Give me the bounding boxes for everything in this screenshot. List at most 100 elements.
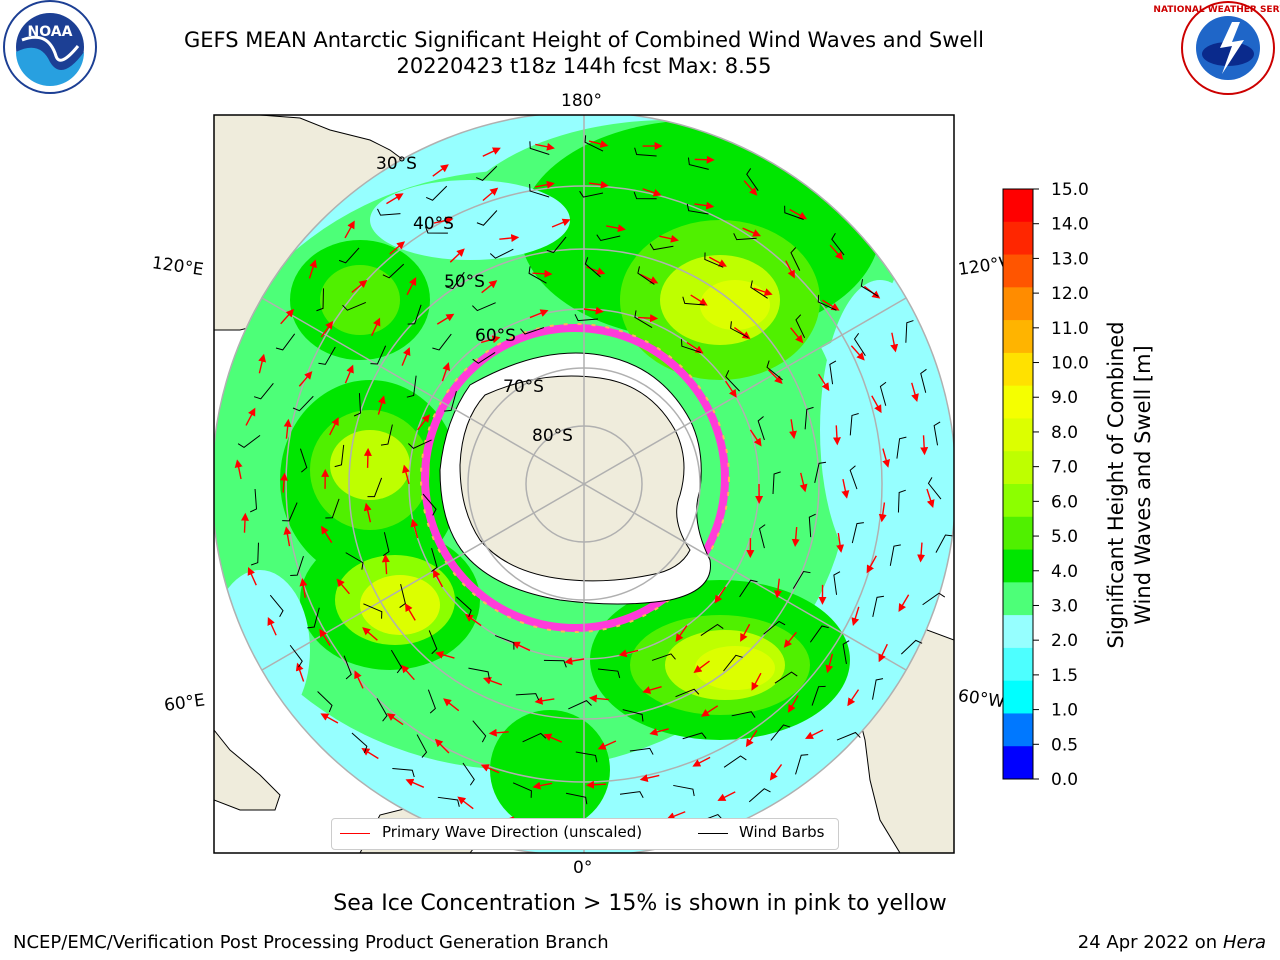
graticule [214, 115, 954, 853]
legend-wave-direction-swatch [340, 833, 370, 834]
wind-barbs [237, 135, 953, 843]
wave-direction-arrow [564, 657, 585, 665]
wind-barb [790, 247, 801, 271]
wind-barb [237, 435, 261, 448]
wind-barb [905, 320, 914, 343]
wave-direction-arrow [432, 569, 444, 588]
wind-barb [757, 416, 765, 441]
wave-direction-arrow [483, 676, 503, 686]
wind-barb [831, 232, 845, 256]
wave-direction-arrow [283, 526, 292, 547]
colorbar-segment [1003, 746, 1033, 780]
wind-barb [935, 534, 953, 553]
wave-direction-arrow [389, 241, 406, 255]
wind-barb [811, 685, 826, 706]
wind-barb [444, 391, 457, 412]
wave-direction-arrow [280, 472, 289, 493]
wave-direction-arrow [768, 369, 783, 385]
wave-direction-arrow [329, 417, 339, 436]
wind-barb [422, 493, 437, 516]
wave-direction-arrow [926, 488, 935, 509]
colorbar-ticks: 15.0 14.0 13.0 12.0 11.0 10.0 9.0 8.0 7.0 6.0 5.0 4… [1033, 180, 1089, 790]
wave-direction-arrow [836, 532, 845, 553]
colorbar-tick-label: 7.0 [1051, 458, 1078, 478]
wind-barb [543, 659, 567, 668]
wind-barb [437, 796, 460, 807]
wind-barb [565, 792, 588, 805]
wind-barb [634, 310, 653, 328]
wave-direction-arrow [441, 362, 451, 382]
wave-direction-arrow [362, 627, 378, 641]
wind-barb [292, 395, 314, 412]
colorbar-tick-label: 2.0 [1051, 631, 1078, 651]
wave-direction-arrow [606, 224, 626, 233]
wave-direction-arrow [511, 641, 531, 652]
wave-direction-arrow [751, 672, 762, 691]
wind-barb [629, 747, 654, 755]
wave-direction-arrow [280, 308, 294, 325]
wave-direction-arrow [377, 395, 386, 415]
title-line-1: GEFS MEAN Antarctic Significant Height o… [183, 28, 985, 52]
colorbar-label: Significant Height of Combined Wind Wave… [1104, 321, 1155, 648]
wind-barb [584, 257, 601, 278]
wind-barb [792, 570, 811, 589]
colorbar-segment [1003, 516, 1033, 551]
wind-barb [376, 698, 388, 722]
wave-direction-arrow [247, 566, 257, 586]
footer-branch: NCEP/EMC/Verification Post Processing Pr… [13, 932, 609, 953]
map-legend: Primary Wave Direction (unscaled) Wind B… [331, 818, 839, 850]
wind-barb [445, 271, 465, 290]
wind-barb [468, 667, 490, 679]
wave-direction-arrow [693, 660, 710, 673]
wave-direction-arrow [898, 594, 910, 612]
colorbar-segment [1003, 254, 1033, 288]
colorbar-segment [1003, 615, 1033, 649]
wind-barb [748, 788, 771, 803]
wave-direction-arrow [642, 188, 662, 197]
wind-barb [723, 755, 747, 768]
wave-direction-arrow [642, 685, 662, 694]
lat-label-80s: 80°S [532, 426, 573, 446]
wave-direction-arrow [543, 733, 563, 743]
wind-barb [817, 294, 837, 311]
wave-direction-arrow [649, 728, 669, 736]
wind-barb [512, 782, 532, 798]
wave-direction-arrow [878, 502, 887, 523]
colorbar-segment [1003, 647, 1033, 682]
wind-barb [772, 471, 781, 495]
wave-direction-arrow [917, 542, 926, 563]
wave-direction-arrow [433, 216, 454, 225]
colorbar-segment [1003, 385, 1033, 419]
wave-direction-arrow [866, 555, 877, 574]
legend-wave-direction-label: Primary Wave Direction (unscaled) [382, 823, 643, 841]
wind-barb [522, 732, 547, 743]
legend-wind-barbs-swatch [698, 833, 728, 834]
wind-barb [833, 571, 841, 595]
colorbar-label-line1: Significant Height of Combined [1104, 321, 1128, 648]
wave-direction-arrow [690, 294, 708, 306]
colorbar-tick-label: 11.0 [1051, 319, 1089, 339]
wind-barb [399, 584, 406, 608]
wind-barb [249, 488, 258, 513]
wave-direction-arrow [532, 781, 553, 790]
lon-label-120e: 120°E [151, 253, 205, 280]
wind-barb [289, 644, 303, 668]
wind-barb [343, 655, 352, 680]
wave-direction-arrow [700, 705, 719, 717]
lat-label-30s: 30°S [376, 154, 417, 174]
wave-direction-arrow [480, 335, 501, 344]
wave-direction-arrow [406, 277, 417, 296]
colorbar-tick-label: 5.0 [1051, 527, 1078, 547]
wave-direction-arrow [717, 791, 736, 801]
colorbar-segment [1003, 189, 1033, 223]
wave-direction-arrow [402, 464, 410, 485]
wind-barb [253, 382, 274, 400]
wind-barb [269, 594, 284, 617]
colorbar-tick-label: 13.0 [1051, 249, 1089, 269]
wave-direction-arrow [841, 478, 850, 499]
lon-label-60w: 60°W [957, 686, 1006, 712]
wind-barb [597, 668, 621, 679]
wind-barb [746, 168, 759, 191]
wind-barb [731, 711, 756, 718]
wind-barb [416, 734, 428, 758]
